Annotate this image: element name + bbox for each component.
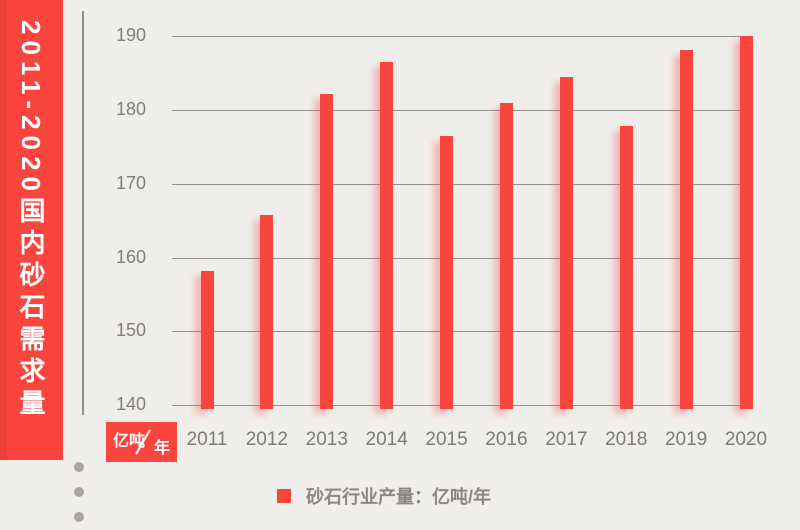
bar-2019 [679,50,693,410]
y-tick-label-180: 180 [115,98,146,119]
legend: 砂石行业产量：亿吨/年 [277,483,491,509]
legend-marker-square [277,489,291,503]
y-tick-label-140: 140 [115,394,146,415]
gridline-y-150 [172,331,747,333]
chart-title: 2011-2020国内砂石需求量 [16,20,46,421]
y-tick-label-170: 170 [115,172,146,193]
x-tick-label-2012: 2012 [245,429,289,450]
bar-2016 [499,103,513,410]
x-tick-label-2020: 2020 [724,429,768,450]
bar-2020 [739,36,753,410]
unit-numerator: 亿吨 [113,433,146,450]
x-tick-label-2019: 2019 [664,429,708,450]
bar-2013 [320,93,334,410]
x-tick-label-2011: 2011 [186,429,228,450]
x-tick-label-2017: 2017 [545,429,588,450]
x-tick-label-2013: 2013 [305,429,348,450]
gridline-y-140 [172,405,747,407]
y-tick-label-190: 190 [115,25,146,45]
bar-2017 [559,76,573,410]
axis-unit-badge: 亿吨 年 [106,422,177,462]
title-banner: 2011-2020国内砂石需求量 [0,0,63,460]
y-tick-label-160: 160 [115,246,146,267]
x-tick-label-2018: 2018 [605,429,648,450]
x-tick-label-2014: 2014 [365,429,408,450]
gridline-y-160 [172,257,747,259]
decorative-dot [74,487,84,497]
bar-2011 [200,270,214,410]
y-tick-label-150: 150 [115,320,146,341]
legend-label: 砂石行业产量：亿吨/年 [306,487,491,507]
decorative-dot [74,462,84,472]
x-tick-label-2016: 2016 [485,429,528,450]
unit-denominator: 年 [153,440,170,457]
bar-2014 [380,61,394,410]
bar-2012 [260,215,274,410]
gridline-y-190 [172,36,747,37]
gridline-y-180 [172,109,747,111]
gridline-y-170 [172,183,747,185]
bar-2015 [440,136,454,410]
bar-2018 [619,126,633,410]
x-tick-label-2015: 2015 [425,429,468,450]
y-axis-line [82,11,84,415]
decorative-dot [74,512,84,522]
